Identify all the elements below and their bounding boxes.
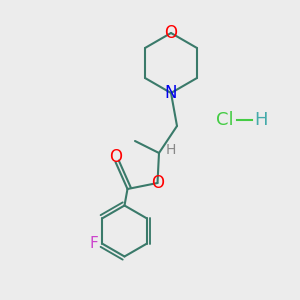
Text: F: F [89,236,98,251]
Text: N: N [165,84,177,102]
Text: H: H [166,143,176,157]
Text: Cl: Cl [216,111,234,129]
Text: O: O [164,24,178,42]
Text: H: H [254,111,268,129]
Text: O: O [151,174,164,192]
Text: O: O [109,148,122,166]
